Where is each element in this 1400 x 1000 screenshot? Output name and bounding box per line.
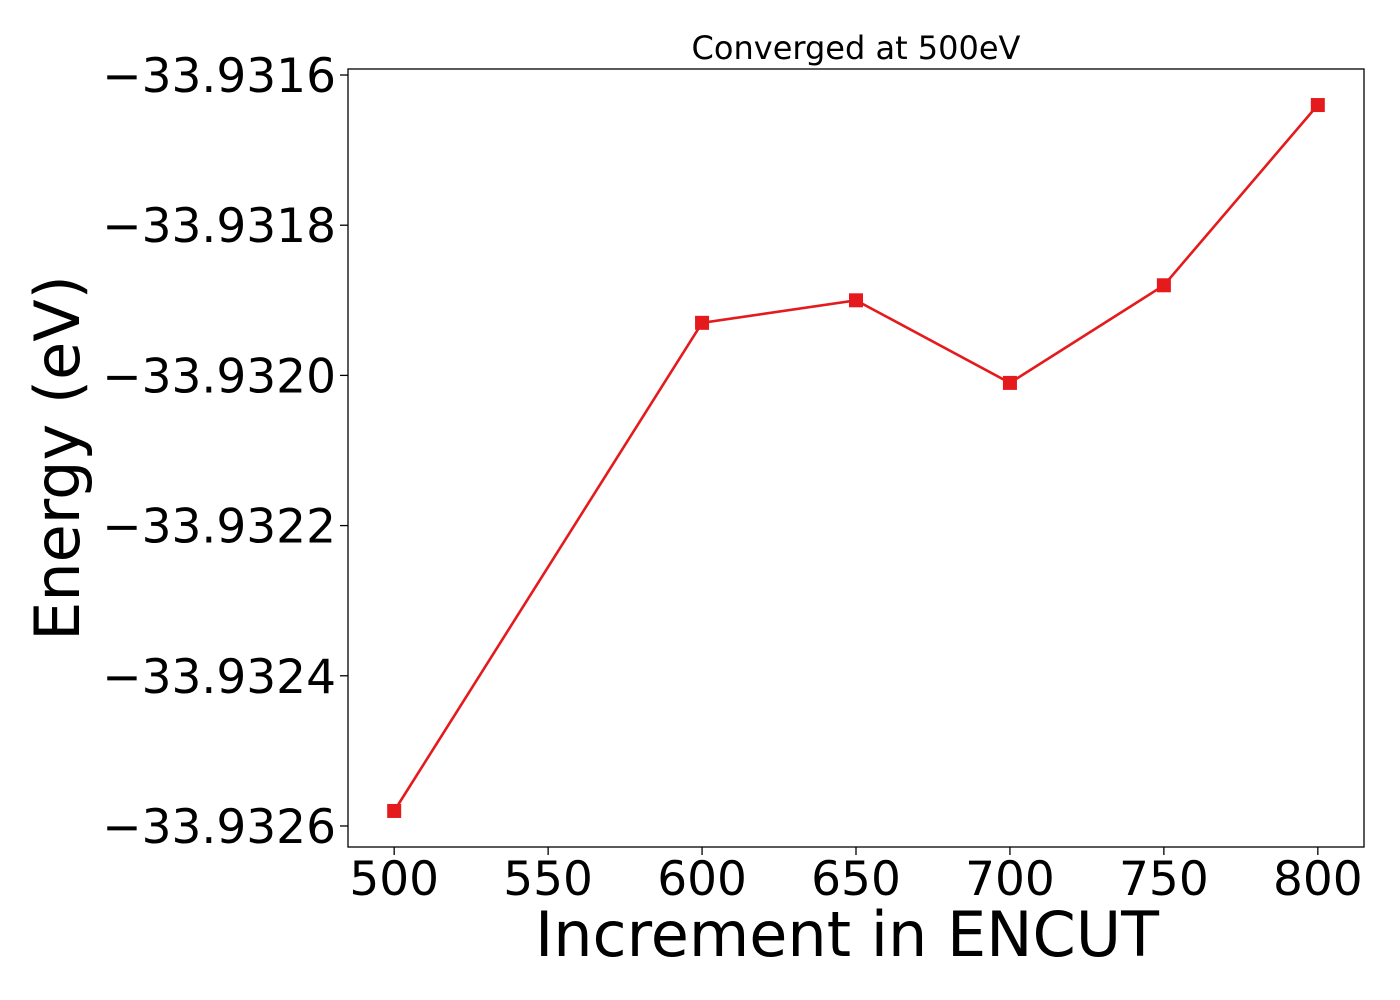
x-axis: 500 550 600 650 700 750 800 [349, 847, 1363, 907]
data-point-marker [1156, 278, 1171, 293]
series-line [393, 104, 1319, 812]
y-tick-label: −33.9318 [102, 199, 336, 254]
x-tick-label: 500 [349, 852, 439, 907]
y-tick-label: −33.9320 [102, 349, 336, 404]
data-point-marker [387, 803, 402, 818]
x-tick-label: 700 [965, 852, 1055, 907]
series-layer [387, 98, 1325, 818]
y-axis-label: Energy (eV) [21, 275, 94, 641]
x-axis-label: Increment in ENCUT [535, 898, 1160, 971]
y-axis: −33.9326 −33.9324 −33.9322 −33.9320 −33.9318… [102, 49, 348, 855]
data-point-marker [1002, 375, 1017, 390]
y-tick-label: −33.9316 [102, 49, 336, 104]
plot-area [347, 68, 1365, 848]
data-point-marker [695, 315, 710, 330]
plot-frame [347, 68, 1365, 848]
y-tick-label: −33.9322 [102, 500, 336, 555]
data-point-marker [849, 293, 863, 308]
x-tick-label: 600 [657, 852, 747, 907]
y-tick-label: −33.9324 [102, 650, 336, 705]
x-tick-label: 800 [1273, 852, 1363, 907]
x-tick-label: 650 [811, 852, 901, 907]
data-point-marker [1310, 98, 1325, 113]
x-tick-label: 750 [1119, 852, 1209, 907]
chart-title: Converged at 500eV [692, 29, 1021, 67]
x-tick-label: 550 [503, 852, 593, 907]
y-tick-label: −33.9326 [102, 800, 336, 855]
